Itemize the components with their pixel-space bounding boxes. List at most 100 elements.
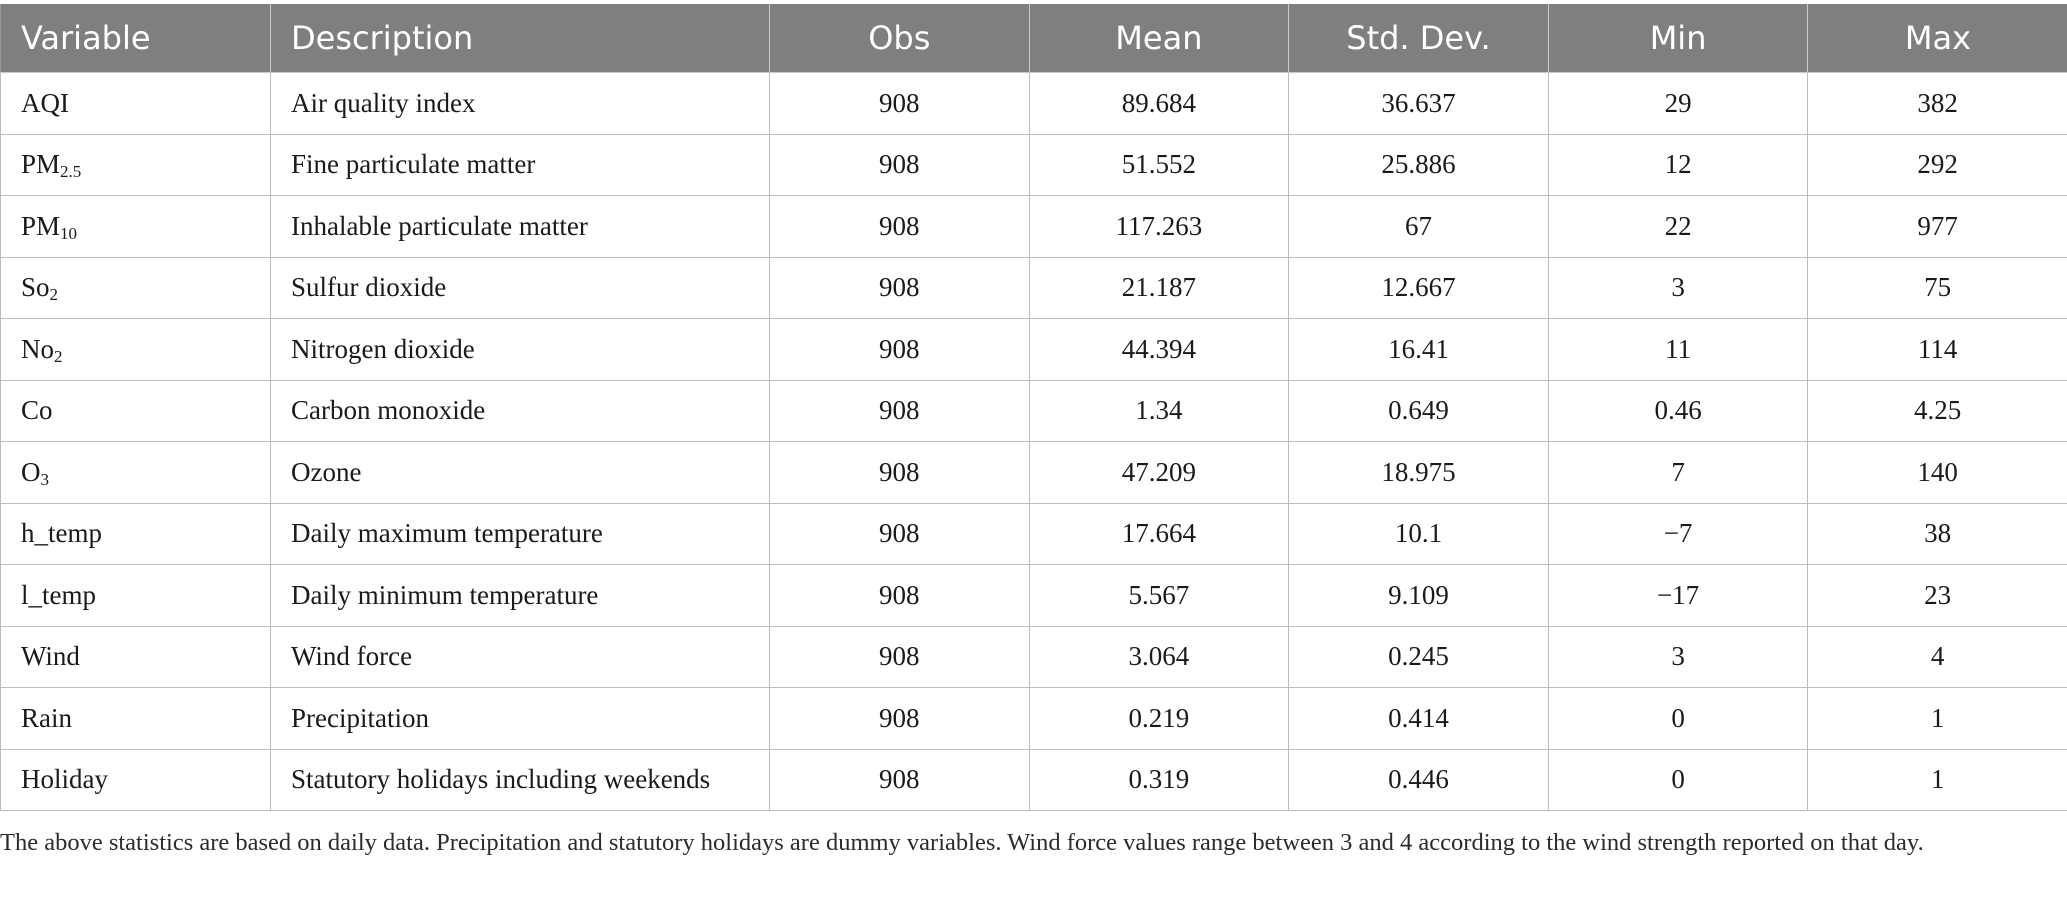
header-row: Variable Description Obs Mean Std. Dev. …: [0, 4, 2067, 73]
variable-name: Rain: [21, 702, 72, 733]
header-variable: Variable: [0, 4, 271, 73]
table-header: Variable Description Obs Mean Std. Dev. …: [0, 4, 2067, 73]
cell-mean: 44.394: [1028, 318, 1290, 381]
table-row: Wind Wind force 908 3.064 0.245 3 4: [0, 625, 2067, 688]
cell-std-dev: 10.1: [1288, 502, 1549, 565]
cell-min: 0: [1547, 687, 1809, 750]
cell-obs: 908: [769, 687, 1030, 750]
variable-name: So: [21, 272, 50, 303]
variable-name: l_temp: [21, 579, 96, 610]
cell-std-dev: 18.975: [1288, 441, 1549, 504]
cell-description: Sulfur dioxide: [270, 256, 770, 319]
cell-std-dev: 25.886: [1288, 133, 1549, 196]
cell-max: 75: [1807, 256, 2067, 319]
cell-mean: 3.064: [1028, 625, 1290, 688]
cell-variable: So2: [0, 256, 271, 319]
cell-description: Wind force: [270, 625, 770, 688]
variable-name: PM: [21, 149, 61, 180]
cell-min: 22: [1547, 195, 1809, 258]
cell-std-dev: 0.649: [1288, 379, 1549, 442]
variable-name: PM: [21, 210, 61, 241]
table-row: PM2.5 Fine particulate matter 908 51.552 25.…: [0, 133, 2067, 196]
cell-variable: h_temp: [0, 502, 271, 565]
cell-obs: 908: [769, 195, 1030, 258]
cell-variable: AQI: [0, 72, 271, 135]
cell-std-dev: 67: [1288, 195, 1549, 258]
cell-std-dev: 0.245: [1288, 625, 1549, 688]
cell-description: Fine particulate matter: [270, 133, 770, 196]
cell-description: Nitrogen dioxide: [270, 318, 770, 381]
cell-description: Inhalable particulate matter: [270, 195, 770, 258]
cell-obs: 908: [769, 625, 1030, 688]
cell-mean: 47.209: [1028, 441, 1290, 504]
cell-max: 114: [1807, 318, 2067, 381]
cell-min: −7: [1547, 502, 1809, 565]
cell-mean: 21.187: [1028, 256, 1290, 319]
cell-description: Daily minimum temperature: [270, 564, 770, 627]
cell-std-dev: 0.414: [1288, 687, 1549, 750]
cell-min: 3: [1547, 625, 1809, 688]
cell-variable: PM2.5: [0, 133, 271, 196]
cell-description: Carbon monoxide: [270, 379, 770, 442]
cell-std-dev: 12.667: [1288, 256, 1549, 319]
cell-std-dev: 36.637: [1288, 72, 1549, 135]
header-description: Description: [270, 4, 770, 73]
cell-max: 977: [1807, 195, 2067, 258]
cell-variable: No2: [0, 318, 271, 381]
cell-description: Statutory holidays including weekends: [270, 748, 770, 811]
cell-obs: 908: [769, 256, 1030, 319]
variable-name: No: [21, 333, 54, 364]
table-row: Co Carbon monoxide 908 1.34 0.649 0.46 4.25: [0, 379, 2067, 442]
cell-obs: 908: [769, 502, 1030, 565]
cell-obs: 908: [769, 133, 1030, 196]
cell-mean: 1.34: [1028, 379, 1290, 442]
table-row: PM10 Inhalable particulate matter 908 117.2…: [0, 195, 2067, 258]
variable-name: Co: [21, 395, 53, 426]
variable-subscript: 3: [40, 469, 50, 489]
cell-min: 3: [1547, 256, 1809, 319]
header-obs: Obs: [769, 4, 1030, 73]
table-row: AQI Air quality index 908 89.684 36.637 29 382: [0, 72, 2067, 135]
cell-min: −17: [1547, 564, 1809, 627]
cell-mean: 0.319: [1028, 748, 1290, 811]
table-row: Rain Precipitation 908 0.219 0.414 0 1: [0, 687, 2067, 750]
cell-variable: Rain: [0, 687, 271, 750]
table-footnote: The above statistics are based on daily …: [0, 829, 1924, 856]
cell-description: Daily maximum temperature: [270, 502, 770, 565]
cell-obs: 908: [769, 748, 1030, 811]
cell-min: 0.46: [1547, 379, 1809, 442]
table-row: O3 Ozone 908 47.209 18.975 7 140: [0, 441, 2067, 504]
cell-mean: 5.567: [1028, 564, 1290, 627]
variable-subscript: 2: [54, 346, 63, 366]
cell-max: 4: [1807, 625, 2067, 688]
cell-mean: 51.552: [1028, 133, 1290, 196]
cell-max: 38: [1807, 502, 2067, 565]
cell-variable: O3: [0, 441, 271, 504]
header-min: Min: [1547, 4, 1808, 73]
cell-mean: 0.219: [1028, 687, 1290, 750]
cell-obs: 908: [769, 564, 1030, 627]
table-row: l_temp Daily minimum temperature 908 5.567 9…: [0, 564, 2067, 627]
table-row: h_temp Daily maximum temperature 908 17.664…: [0, 502, 2067, 565]
summary-statistics-table-container: Variable Description Obs Mean Std. Dev. …: [0, 4, 2067, 811]
cell-max: 382: [1807, 72, 2067, 135]
variable-name: Holiday: [21, 764, 108, 795]
cell-obs: 908: [769, 318, 1030, 381]
cell-std-dev: 0.446: [1288, 748, 1549, 811]
header-mean: Mean: [1028, 4, 1289, 73]
cell-std-dev: 16.41: [1288, 318, 1549, 381]
cell-max: 1: [1807, 748, 2067, 811]
cell-variable: l_temp: [0, 564, 271, 627]
cell-description: Ozone: [270, 441, 770, 504]
variable-name: AQI: [21, 87, 69, 118]
cell-description: Precipitation: [270, 687, 770, 750]
cell-min: 0: [1547, 748, 1809, 811]
cell-min: 12: [1547, 133, 1809, 196]
cell-variable: Co: [0, 379, 271, 442]
cell-max: 140: [1807, 441, 2067, 504]
table-body: AQI Air quality index 908 89.684 36.637 29 382…: [0, 72, 2067, 811]
cell-max: 1: [1807, 687, 2067, 750]
variable-subscript: 10: [60, 223, 78, 243]
cell-max: 292: [1807, 133, 2067, 196]
cell-variable: Holiday: [0, 748, 271, 811]
